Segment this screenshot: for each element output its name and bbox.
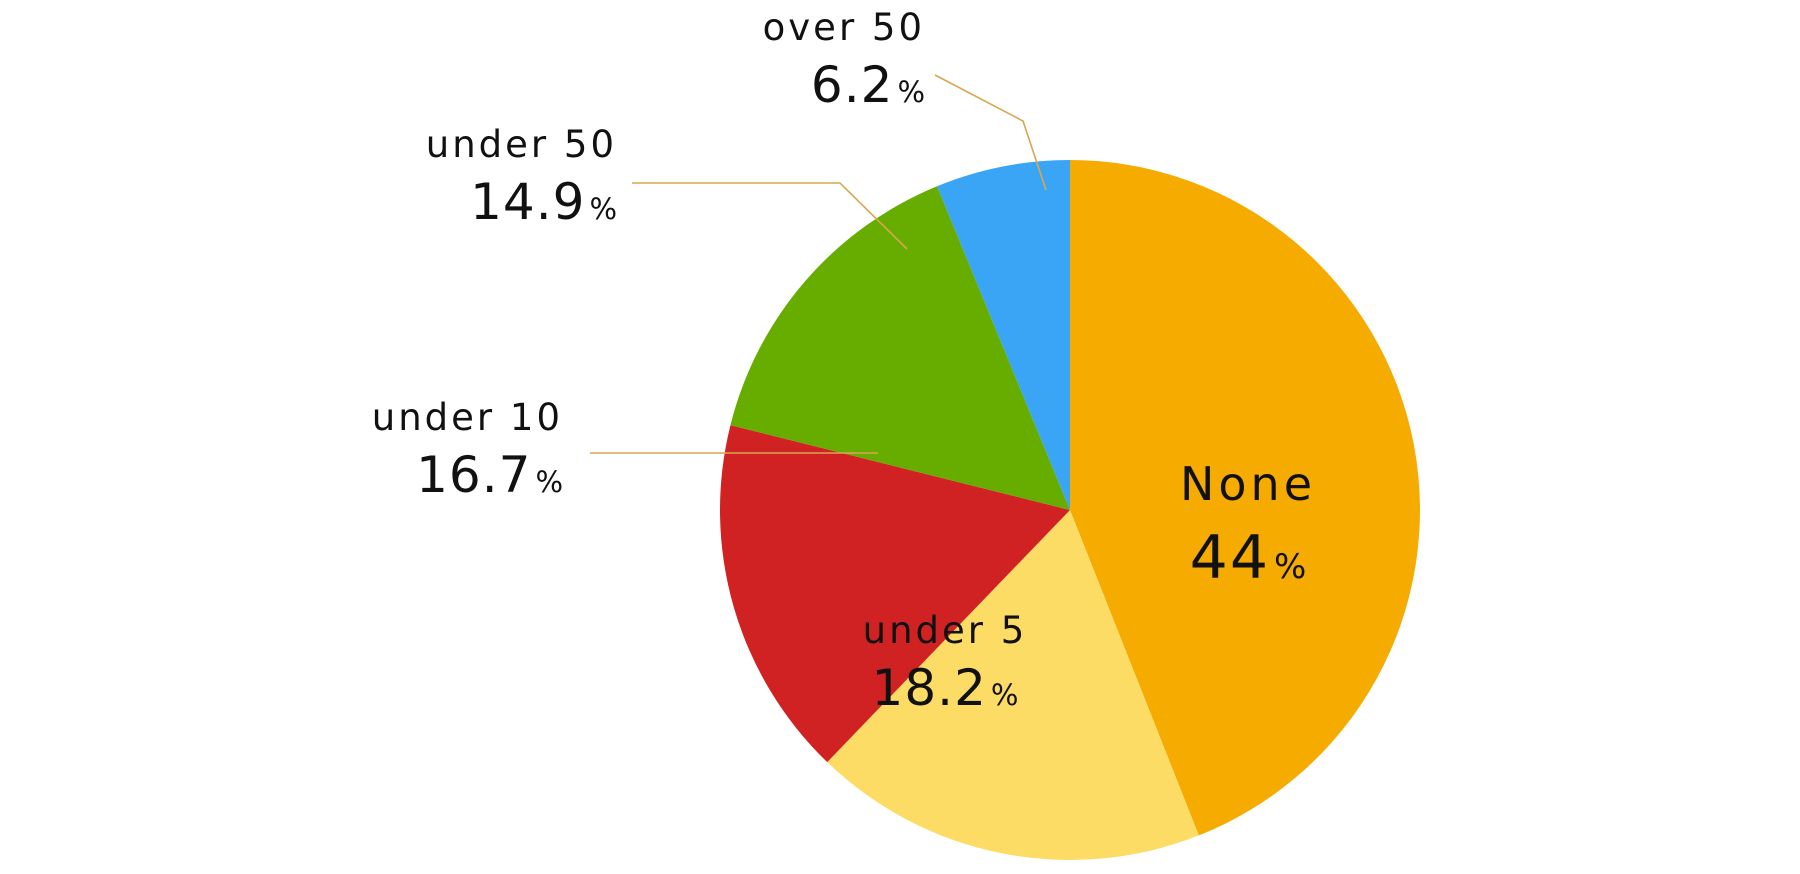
slice-label-over-50: over 50: [763, 6, 925, 49]
pie-slice-None: [1070, 160, 1420, 836]
slice-value-unit: %: [535, 465, 563, 499]
slice-value-number: 44: [1190, 523, 1270, 593]
slice-value-number: 14.9: [470, 173, 585, 231]
slice-value-None: 44%: [1190, 523, 1307, 593]
slice-value-under-50: 14.9%: [470, 173, 617, 231]
slice-value-under-5: 18.2%: [872, 659, 1019, 717]
slice-value-under-10: 16.7%: [416, 446, 563, 504]
leader-line-over-50: [934, 74, 1047, 191]
pie-slice-under-10: [720, 425, 1070, 763]
slice-labels: None 44 % under 5 18.2 % under 10 16.7 % under 50…: [372, 6, 1316, 717]
slice-label-under-5: under 5: [863, 609, 1028, 652]
slice-value-number: 6.2: [811, 56, 894, 114]
slice-value-unit: %: [897, 75, 925, 109]
pie-slice-under-5: [827, 510, 1199, 860]
leader-lines: [590, 74, 1047, 454]
pie-slice-over-50: [937, 160, 1070, 510]
slice-value-unit: %: [589, 192, 617, 226]
slice-label-under-10: under 10: [372, 396, 563, 439]
slice-value-number: 18.2: [872, 659, 987, 717]
slice-value-over-50: 6.2%: [811, 56, 925, 114]
slice-label-under-50: under 50: [426, 123, 617, 166]
pie-slice-under-50: [730, 186, 1070, 511]
slice-label-None: None: [1180, 457, 1316, 511]
slice-value-number: 16.7: [416, 446, 531, 504]
pie-slices: [720, 160, 1420, 860]
slice-value-unit: %: [1274, 547, 1306, 587]
leader-line-under-50: [632, 182, 908, 250]
slice-value-unit: %: [991, 678, 1019, 712]
